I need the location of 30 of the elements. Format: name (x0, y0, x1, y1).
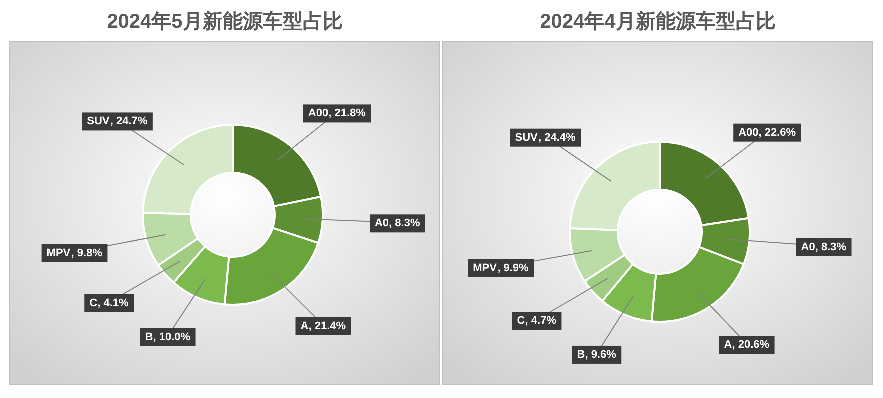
slice-label: A0 (801, 241, 816, 254)
slice-label: B (577, 348, 586, 361)
data-label: , 24.4% (538, 132, 576, 144)
slice-label: C (90, 297, 98, 310)
data-label: , 4.1% (98, 297, 130, 310)
data-label: , 9.8% (71, 247, 103, 260)
data-label: , 21.4% (308, 320, 346, 332)
data-label: , 20.6% (732, 339, 770, 352)
slice-label: A (300, 320, 309, 332)
data-label: , 8.3% (815, 241, 847, 254)
slice-label: MPV (473, 262, 498, 274)
slice-label: SUV (515, 132, 539, 144)
chart-title: 2024年4月新能源车型占比 (540, 10, 776, 33)
data-label: , 9.6% (585, 348, 617, 361)
slice-label: C (517, 314, 526, 327)
chart-title: 2024年5月新能源车型占比 (107, 10, 343, 33)
slice-label: A00 (308, 108, 329, 120)
data-label: , 8.3% (389, 218, 420, 230)
slice-label: SUV (87, 116, 110, 128)
slice-label: A00 (738, 126, 759, 139)
slice-label: MPV (46, 247, 72, 260)
data-label: , 4.7% (525, 314, 557, 327)
data-label: , 10.0% (153, 331, 191, 344)
slice-label: A (724, 339, 732, 352)
data-label: , 24.7% (110, 116, 148, 128)
data-label: , 21.8% (328, 108, 366, 120)
data-label: , 9.9% (498, 262, 529, 274)
slice-label: B (145, 331, 154, 344)
slice-label: A0 (374, 218, 390, 230)
data-label: , 22.6% (758, 126, 796, 139)
